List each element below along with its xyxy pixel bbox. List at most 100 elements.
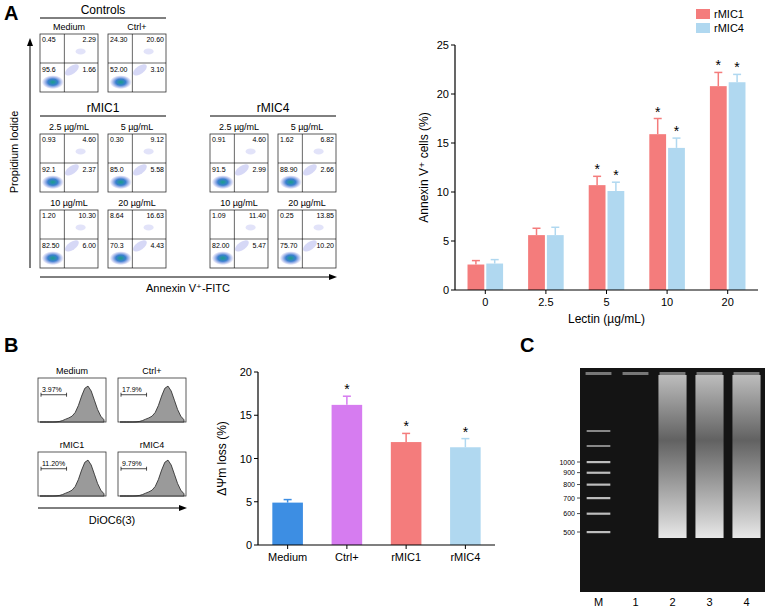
quadrant-value: 2.99 [252, 166, 266, 173]
density [76, 48, 86, 54]
significance: * [344, 381, 350, 397]
quadrant-value: 0.25 [280, 212, 294, 219]
tick [287, 545, 288, 549]
plot-label: 5 µg/mL [291, 122, 324, 132]
quadrant-line [278, 239, 336, 240]
quadrant-value: 0.45 [42, 36, 56, 43]
significance: * [716, 57, 722, 73]
tick [254, 545, 258, 546]
tick-label: 15 [240, 409, 252, 421]
gate [66, 467, 67, 471]
plot-frame [118, 378, 186, 422]
density [246, 148, 256, 154]
tick [545, 290, 546, 294]
significance: * [655, 104, 661, 120]
quadrant-value: 0.30 [110, 136, 124, 143]
line [676, 138, 678, 148]
quadrant-value: 4.60 [82, 136, 96, 143]
tick-label: Ctrl+ [335, 551, 359, 563]
ladder-band [587, 513, 611, 515]
density [233, 162, 251, 178]
quadrant-line [210, 239, 268, 240]
tick [577, 498, 580, 499]
line [491, 259, 499, 261]
tick [254, 372, 258, 373]
density [110, 75, 132, 89]
tick [451, 192, 455, 193]
tick-label: rMIC1 [391, 551, 421, 563]
arrow-head [329, 274, 337, 280]
quadrant-line [40, 63, 98, 64]
error-bar [491, 260, 499, 264]
tick [465, 545, 466, 549]
tick [451, 143, 455, 144]
tick [451, 290, 455, 291]
tick-label: 0 [482, 296, 488, 308]
tick-label: 20 [240, 366, 252, 378]
density [144, 148, 154, 154]
plot-label: 20 µg/mL [118, 198, 156, 208]
axis-title: Propidium Iodide [8, 111, 20, 194]
density [314, 148, 324, 154]
quadrant-value: 20.60 [146, 36, 164, 43]
gate [121, 394, 147, 395]
quadrant-value: 5.47 [252, 242, 266, 249]
gate-value: 11.20% [42, 460, 65, 467]
plot-marks [272, 396, 480, 545]
plot-label: rMIC4 [140, 440, 165, 450]
bar [272, 503, 303, 545]
density [42, 75, 64, 89]
gate [146, 393, 147, 397]
ladder-label: 600 [563, 510, 575, 517]
ladder-label: 800 [563, 481, 575, 488]
panel-letter: A [4, 2, 18, 24]
group-title: rMIC4 [257, 101, 290, 115]
density [63, 162, 81, 178]
line [615, 182, 617, 191]
axis-arrow [30, 44, 31, 268]
bar [729, 82, 746, 290]
group-rule [210, 116, 336, 117]
bar [391, 442, 422, 545]
tick [346, 545, 347, 549]
quadrant-value: 0.93 [42, 136, 56, 143]
quadrant-line [40, 239, 98, 240]
gate-value: 3.97% [42, 386, 62, 393]
quadrant-value: 1.62 [280, 136, 294, 143]
well [734, 372, 760, 375]
tick-label: 15 [437, 137, 449, 149]
tick-label: 5 [603, 296, 609, 308]
quadrant-value: 91.5 [212, 166, 226, 173]
axis-title: DiOC6(3) [89, 514, 135, 526]
lane-label: 3 [706, 596, 712, 608]
well [697, 372, 723, 375]
plot-label: Medium [56, 366, 88, 376]
quadrant-value: 1.66 [82, 66, 96, 73]
significance: * [594, 161, 600, 177]
tick-label: 10 [240, 453, 252, 465]
significance: * [734, 59, 740, 75]
density [63, 62, 81, 78]
tick-label: 10 [661, 296, 673, 308]
significance: * [613, 167, 619, 183]
quadrant-value: 92.1 [42, 166, 56, 173]
tick-label: Medium [268, 551, 307, 563]
tick-label: rMIC4 [450, 551, 480, 563]
gate [146, 467, 147, 471]
tick [254, 501, 258, 502]
error-bar [612, 182, 620, 191]
plot-label: 2.5 µg/mL [49, 122, 89, 132]
ladder-band [587, 472, 611, 474]
quadrant-value: 52.00 [110, 66, 128, 73]
density [76, 224, 86, 230]
histogram [40, 386, 104, 422]
line [718, 72, 720, 86]
ladder-band [587, 497, 611, 499]
quadrant-line [210, 163, 268, 164]
density [280, 251, 302, 265]
quadrant-value: 2.29 [82, 36, 96, 43]
line [533, 228, 541, 230]
tick [406, 545, 407, 549]
tick-label: 5 [443, 235, 449, 247]
line [736, 74, 738, 82]
